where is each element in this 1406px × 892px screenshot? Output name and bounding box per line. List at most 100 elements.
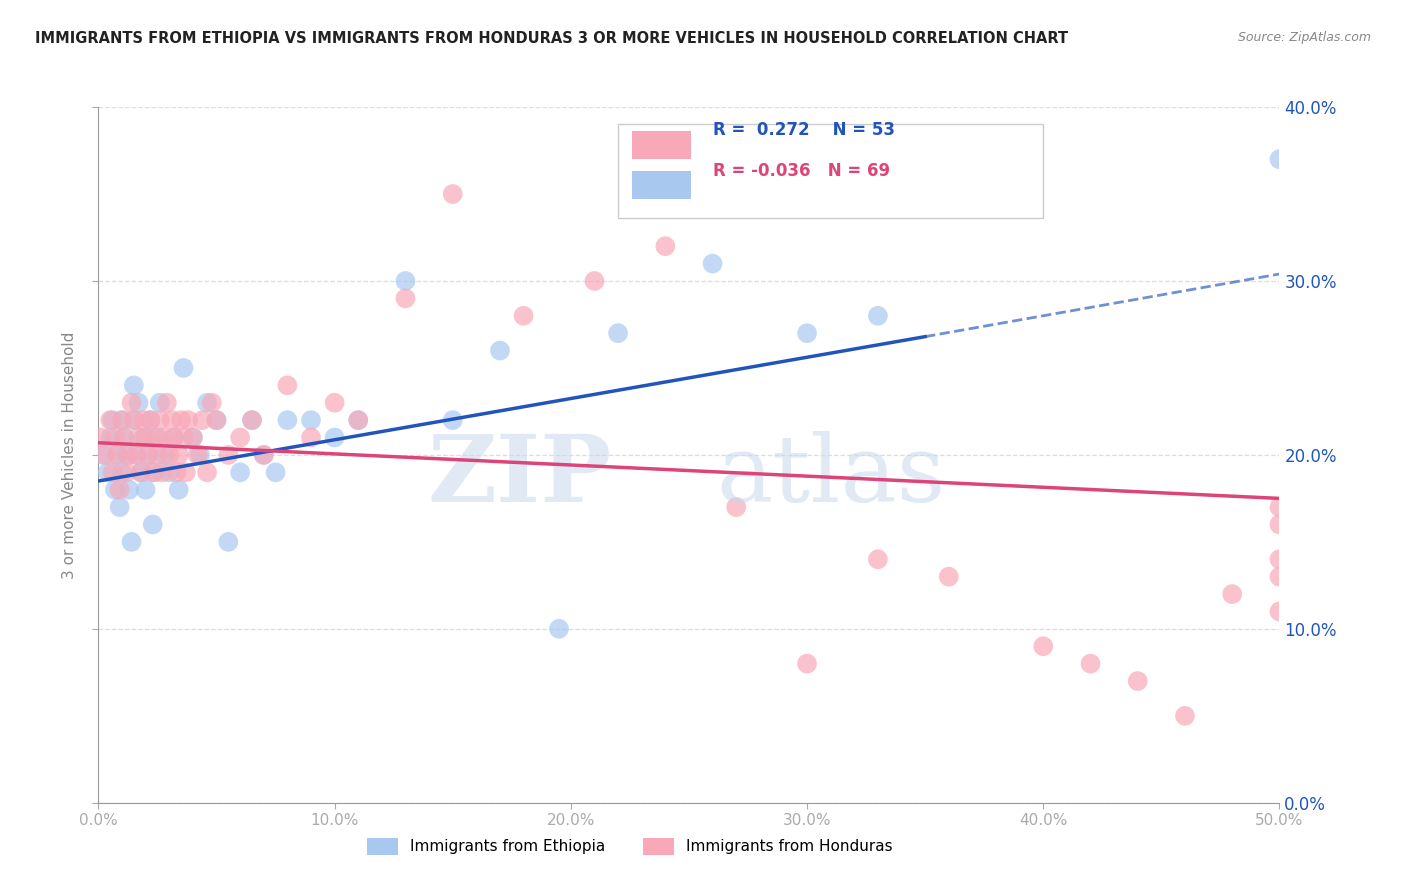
Point	[201, 395, 224, 409]
Point	[150, 466, 173, 480]
Point	[153, 430, 176, 444]
Point	[938, 570, 960, 584]
Y-axis label: 3 or more Vehicles in Household: 3 or more Vehicles in Household	[62, 331, 77, 579]
Point	[240, 413, 263, 427]
Point	[146, 448, 169, 462]
Point	[153, 448, 176, 462]
Point	[101, 413, 124, 427]
Point	[512, 309, 534, 323]
Point	[112, 430, 135, 444]
Point	[796, 657, 818, 671]
Point	[1268, 605, 1291, 619]
Point	[125, 448, 148, 462]
Point	[132, 413, 155, 427]
Point	[115, 448, 138, 462]
Point	[217, 534, 239, 549]
Point	[323, 430, 346, 444]
Point	[105, 448, 128, 462]
Text: R =  0.272    N = 53: R = 0.272 N = 53	[713, 120, 894, 138]
Point	[163, 430, 186, 444]
Point	[276, 413, 298, 427]
Point	[128, 430, 150, 444]
Point	[149, 395, 172, 409]
Point	[1268, 500, 1291, 514]
Point	[104, 430, 127, 444]
Point	[163, 430, 186, 444]
Point	[142, 517, 165, 532]
Point	[91, 448, 114, 462]
Point	[866, 552, 889, 566]
Point	[104, 483, 127, 497]
Point	[136, 448, 159, 462]
Point	[181, 430, 204, 444]
Point	[725, 500, 748, 514]
Point	[111, 466, 134, 480]
Point	[118, 448, 141, 462]
Point	[1268, 570, 1291, 584]
Point	[174, 466, 197, 480]
Point	[135, 483, 157, 497]
Point	[122, 378, 145, 392]
Point	[146, 430, 169, 444]
Point	[149, 413, 172, 427]
Point	[165, 466, 187, 480]
FancyBboxPatch shape	[633, 131, 692, 159]
Text: Source: ZipAtlas.com: Source: ZipAtlas.com	[1237, 31, 1371, 45]
FancyBboxPatch shape	[633, 171, 692, 199]
Point	[170, 413, 193, 427]
Point	[160, 413, 183, 427]
Point	[128, 395, 150, 409]
Point	[1220, 587, 1243, 601]
Point	[253, 448, 276, 462]
Point	[1032, 639, 1054, 653]
Point	[229, 466, 252, 480]
Point	[157, 448, 180, 462]
Text: R = -0.036   N = 69: R = -0.036 N = 69	[713, 162, 890, 180]
Point	[489, 343, 512, 358]
Point	[264, 466, 287, 480]
Point	[142, 466, 165, 480]
Point	[217, 448, 239, 462]
Text: IMMIGRANTS FROM ETHIOPIA VS IMMIGRANTS FROM HONDURAS 3 OR MORE VEHICLES IN HOUSE: IMMIGRANTS FROM ETHIOPIA VS IMMIGRANTS F…	[35, 31, 1069, 46]
Point	[583, 274, 606, 288]
Point	[253, 448, 276, 462]
Point	[157, 466, 180, 480]
Point	[177, 413, 200, 427]
Point	[548, 622, 571, 636]
Point	[240, 413, 263, 427]
Point	[94, 448, 117, 462]
Point	[866, 309, 889, 323]
Point	[205, 413, 228, 427]
Point	[347, 413, 370, 427]
Text: atlas: atlas	[716, 431, 945, 521]
Point	[139, 413, 162, 427]
Legend: Immigrants from Ethiopia, Immigrants from Honduras: Immigrants from Ethiopia, Immigrants fro…	[361, 831, 898, 862]
Point	[98, 413, 121, 427]
Text: ZIP: ZIP	[427, 431, 612, 521]
Point	[702, 257, 724, 271]
Point	[229, 430, 252, 444]
Point	[139, 413, 162, 427]
Point	[1268, 552, 1291, 566]
Point	[205, 413, 228, 427]
Point	[156, 395, 179, 409]
Point	[187, 448, 209, 462]
Point	[90, 430, 112, 444]
Point	[172, 360, 194, 375]
Point	[394, 274, 416, 288]
Point	[132, 430, 155, 444]
Point	[143, 466, 166, 480]
Point	[121, 395, 143, 409]
Point	[108, 500, 131, 514]
Point	[1268, 152, 1291, 166]
Point	[1126, 674, 1149, 689]
Point	[97, 466, 120, 480]
Point	[98, 430, 121, 444]
FancyBboxPatch shape	[619, 124, 1043, 219]
Point	[105, 448, 128, 462]
Point	[195, 395, 218, 409]
Point	[347, 413, 370, 427]
Point	[441, 187, 464, 202]
Point	[441, 413, 464, 427]
Point	[111, 413, 134, 427]
